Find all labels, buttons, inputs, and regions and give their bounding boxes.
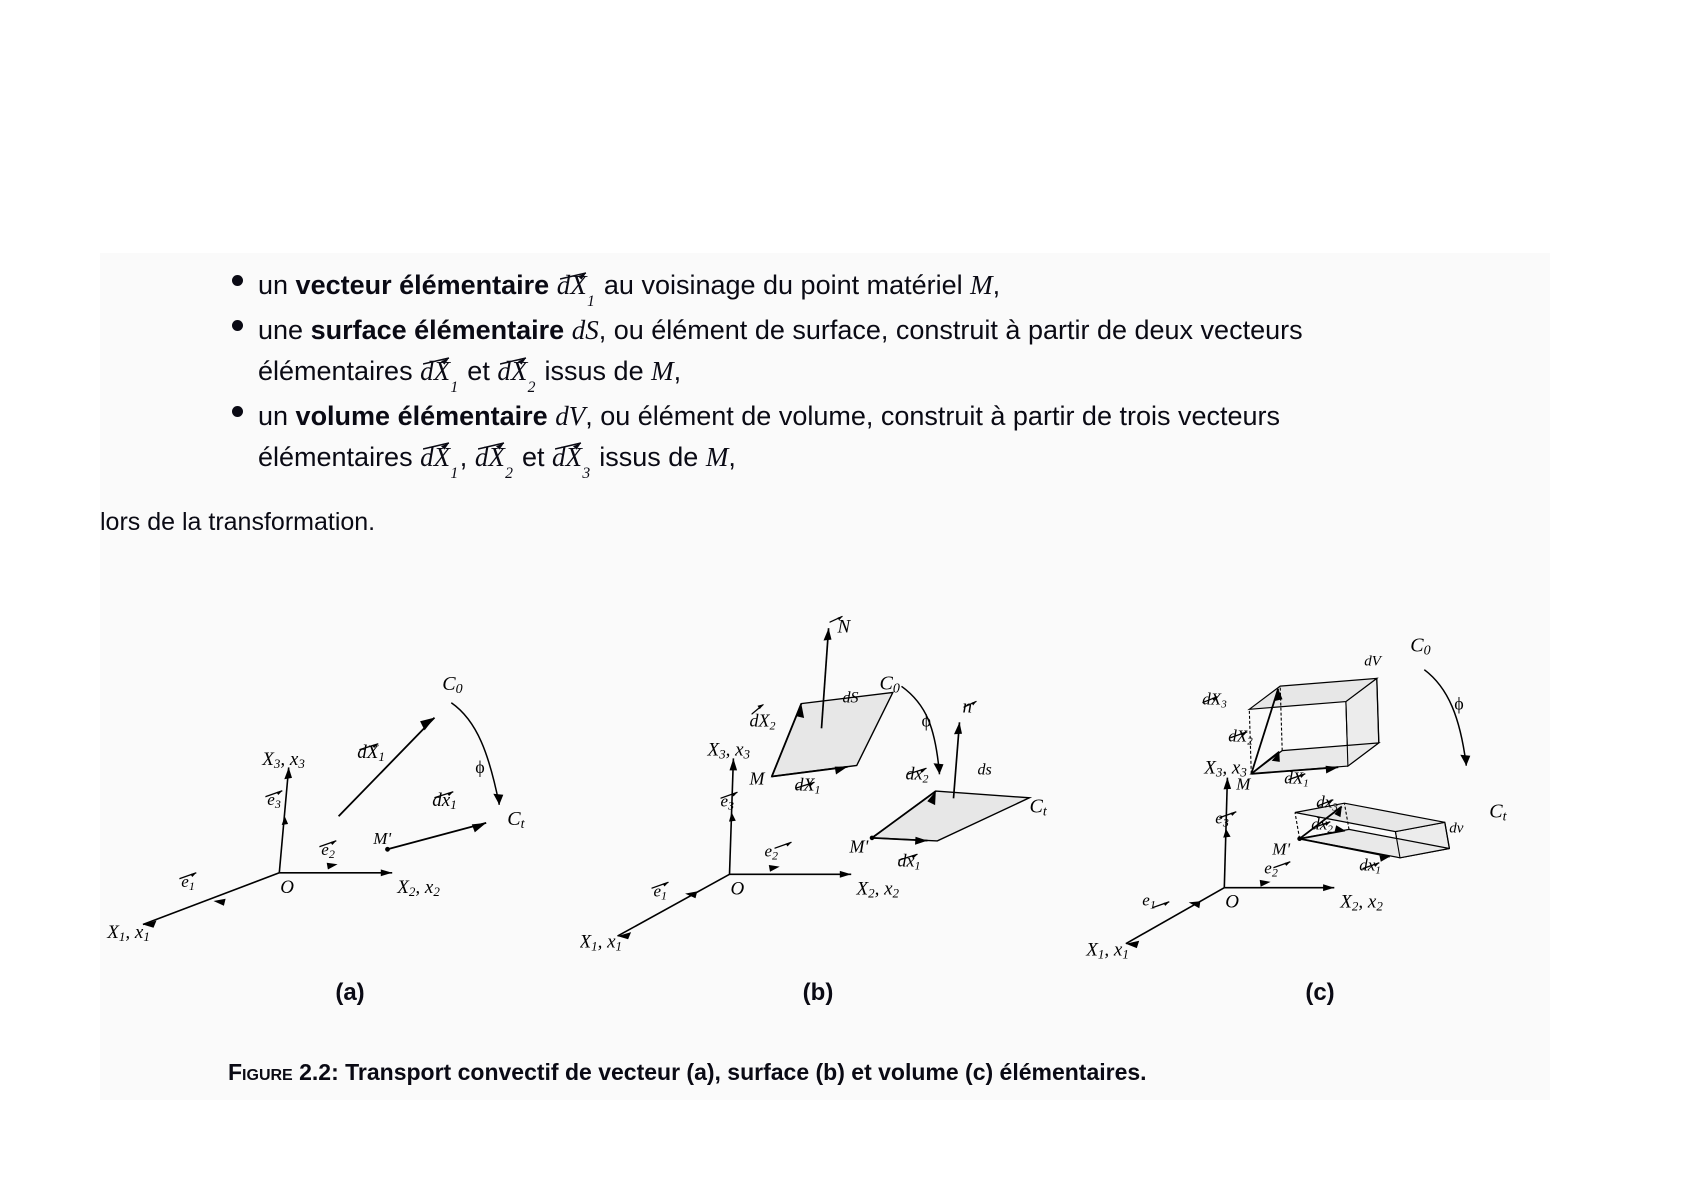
- svg-text:dX1: dX1: [1284, 769, 1308, 790]
- svg-text:dX1: dX1: [795, 774, 821, 796]
- svg-text:M': M': [372, 829, 391, 848]
- svg-text:Ct: Ct: [1489, 801, 1507, 825]
- svg-text:C0: C0: [1410, 635, 1430, 659]
- svg-text:dv: dv: [1449, 821, 1464, 837]
- svg-text:e2: e2: [765, 841, 779, 862]
- svg-text:ds: ds: [978, 761, 992, 778]
- svg-text:Ct: Ct: [507, 808, 525, 832]
- svg-text:e2: e2: [1264, 859, 1278, 880]
- svg-text:X1, x1: X1, x1: [1085, 940, 1129, 962]
- svg-text:M': M': [849, 836, 870, 856]
- svg-text:dX2: dX2: [750, 710, 776, 732]
- svg-text:X3, x3: X3, x3: [707, 739, 751, 761]
- svg-text:X2, x2: X2, x2: [1339, 892, 1383, 914]
- svg-text:(b): (b): [803, 979, 834, 1006]
- svg-text:Ct: Ct: [1030, 795, 1048, 819]
- svg-text:X3, x3: X3, x3: [261, 749, 305, 771]
- svg-text:dx1: dx1: [432, 790, 456, 812]
- svg-text:dX3: dX3: [1202, 690, 1227, 711]
- svg-text:M: M: [749, 768, 766, 788]
- svg-text:O: O: [1225, 892, 1239, 913]
- svg-text:X2, x2: X2, x2: [856, 878, 900, 900]
- svg-text:ϕ: ϕ: [1454, 694, 1463, 714]
- svg-text:ϕ: ϕ: [475, 757, 484, 777]
- svg-text:dS: dS: [843, 689, 859, 706]
- svg-text:X1, x1: X1, x1: [106, 922, 150, 944]
- svg-text:X1, x1: X1, x1: [580, 931, 622, 953]
- svg-text:O: O: [280, 877, 294, 898]
- svg-text:(c): (c): [1305, 979, 1334, 1006]
- svg-text:M': M': [1271, 840, 1290, 859]
- svg-text:M: M: [1235, 775, 1251, 794]
- svg-text:(a): (a): [335, 979, 364, 1006]
- svg-text:dx3: dx3: [1316, 793, 1338, 814]
- svg-text:ϕ: ϕ: [922, 710, 931, 730]
- svg-text:dX1: dX1: [357, 742, 385, 764]
- svg-text:dx1: dx1: [898, 850, 921, 872]
- svg-text:C0: C0: [880, 672, 900, 696]
- svg-text:C0: C0: [442, 673, 462, 697]
- svg-text:e1: e1: [1142, 891, 1156, 912]
- svg-text:dV: dV: [1364, 654, 1383, 670]
- svg-text:X2, x2: X2, x2: [396, 877, 440, 899]
- svg-text:O: O: [731, 878, 745, 899]
